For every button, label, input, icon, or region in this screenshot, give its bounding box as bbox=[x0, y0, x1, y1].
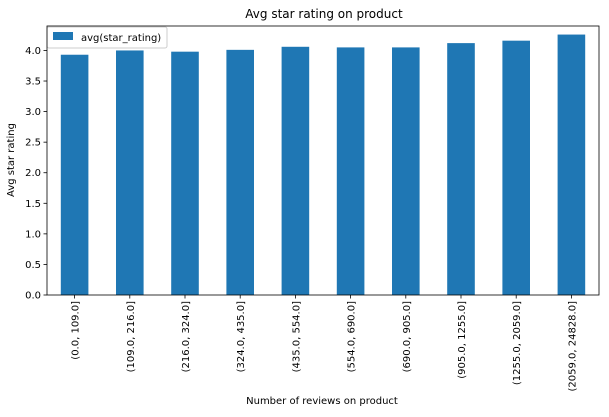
y-tick-label: 3.0 bbox=[25, 107, 41, 118]
x-axis: (0.0, 109.0] (109.0, 216.0] (216.0, 324.0]… bbox=[71, 295, 578, 392]
bar bbox=[392, 47, 420, 295]
x-tick-label: (554.0, 690.0] bbox=[347, 301, 358, 373]
bar bbox=[116, 50, 144, 295]
bar bbox=[226, 49, 254, 295]
x-tick-label: (216.0, 324.0] bbox=[181, 301, 192, 373]
x-tick-label: (0.0, 109.0] bbox=[71, 301, 82, 360]
bar bbox=[336, 47, 365, 295]
x-tick-label: (905.0, 1255.0] bbox=[457, 301, 468, 379]
bar bbox=[557, 34, 586, 296]
y-tick-label: 2.0 bbox=[25, 168, 41, 179]
x-tick-label: (1255.0, 2059.0] bbox=[512, 301, 523, 385]
x-tick-label: (435.0, 554.0] bbox=[291, 301, 302, 373]
legend-label: avg(star_rating) bbox=[81, 33, 161, 44]
y-tick-label: 2.5 bbox=[25, 138, 41, 149]
x-tick-label: (2059.0, 24828.0] bbox=[567, 301, 578, 392]
legend-swatch bbox=[53, 32, 73, 40]
y-tick-label: 4.0 bbox=[25, 46, 41, 57]
chart-title: Avg star rating on product bbox=[245, 7, 403, 21]
y-axis-label: Avg star rating bbox=[6, 123, 17, 197]
y-tick-label: 0.5 bbox=[25, 260, 41, 271]
x-tick-label: (690.0, 905.0] bbox=[402, 301, 413, 373]
legend: avg(star_rating) bbox=[46, 26, 168, 49]
y-axis: 0.0 0.5 1.0 1.5 2.0 2.5 3.0 3.5 4.0 bbox=[25, 46, 47, 302]
bar bbox=[171, 51, 199, 295]
x-axis-label: Number of reviews on product bbox=[246, 396, 398, 407]
plot-frame bbox=[46, 25, 600, 296]
x-tick-label: (324.0, 435.0] bbox=[236, 301, 247, 373]
y-tick-label: 0.0 bbox=[25, 291, 41, 302]
bar bbox=[60, 54, 89, 295]
y-tick-label: 1.5 bbox=[25, 199, 41, 210]
y-tick-label: 1.0 bbox=[25, 229, 41, 240]
bar bbox=[281, 46, 310, 295]
y-tick-label: 3.5 bbox=[25, 77, 41, 88]
bar bbox=[447, 43, 475, 296]
x-tick-label: (109.0, 216.0] bbox=[126, 301, 137, 373]
plot-area bbox=[60, 34, 586, 296]
bar bbox=[502, 40, 530, 295]
